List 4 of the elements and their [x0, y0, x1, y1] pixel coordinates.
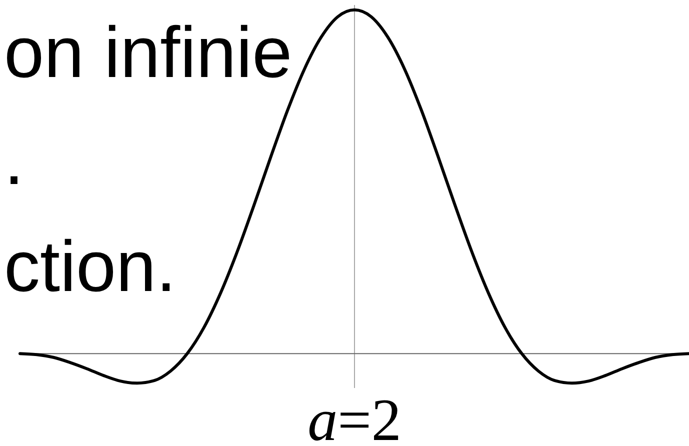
annotation: .	[4, 120, 24, 200]
annotation: on infinie	[4, 13, 292, 93]
x-axis-title: a=2	[308, 387, 402, 446]
annotation: ction.	[4, 227, 176, 307]
